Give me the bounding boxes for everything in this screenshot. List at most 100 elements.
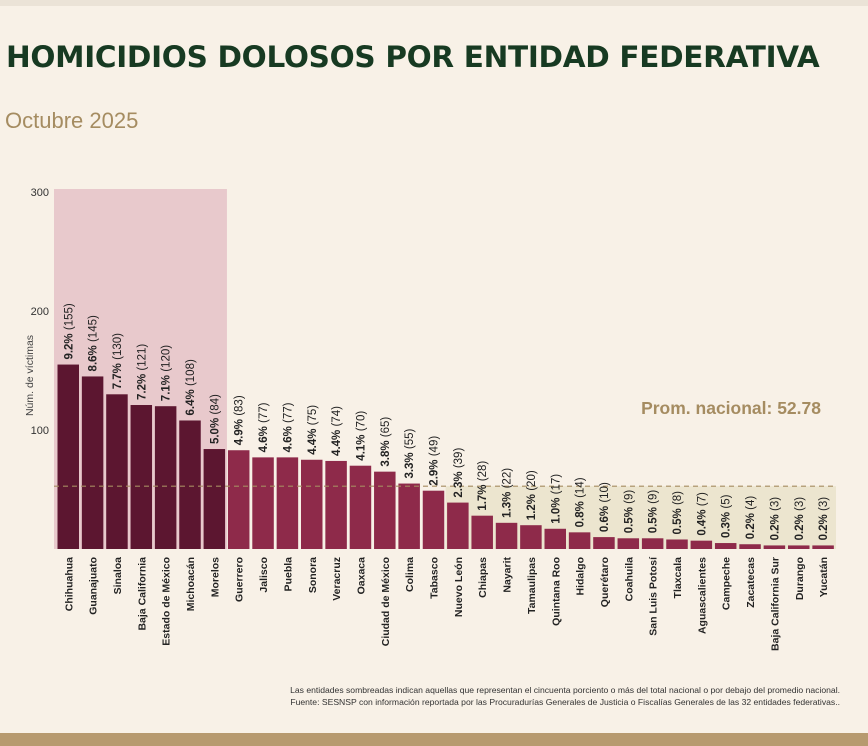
data-label-percent: 2.3% [453, 468, 465, 497]
category-label: Querétaro [599, 557, 611, 607]
data-label-count: (74) [331, 406, 343, 427]
category-label: Campeche [721, 557, 733, 610]
category-label: Quintana Roo [550, 557, 562, 626]
data-label: 0.8% (14) [575, 477, 587, 527]
data-label-percent: 0.5% [623, 504, 635, 533]
data-label: 4.6% (77) [258, 402, 270, 452]
category-label: Nuevo León [453, 557, 465, 617]
bar-san-luis-potosí [641, 538, 664, 549]
data-label-percent: 4.9% [234, 416, 246, 445]
y-tick-label: 200 [31, 306, 49, 318]
data-label-count: (70) [355, 411, 367, 432]
category-label: Tlaxcala [672, 557, 684, 599]
category-label: Guerrero [234, 557, 246, 602]
category-label: Hidalgo [575, 557, 587, 596]
data-label: 7.7% (130) [112, 333, 124, 389]
data-label: 3.3% (55) [404, 429, 416, 479]
bar-jalisco [252, 457, 274, 549]
data-label-count: (145) [88, 315, 100, 342]
data-label: 0.5% (9) [623, 490, 635, 534]
average-label: Prom. nacional: 52.78 [641, 398, 821, 418]
y-tick-label: 100 [31, 425, 49, 437]
category-label: Durango [794, 557, 806, 600]
category-label: Oaxaca [355, 557, 367, 595]
data-label-percent: 0.5% [672, 505, 684, 534]
category-label: Sinaloa [112, 557, 124, 595]
data-label-percent: 3.8% [380, 437, 392, 466]
data-label-count: (10) [599, 482, 611, 503]
data-label: 0.6% (10) [599, 482, 611, 532]
bar-nuevo-león [447, 502, 469, 549]
data-label-percent: 3.3% [404, 449, 416, 478]
category-label: Yucatán [818, 557, 830, 597]
category-label: Baja California Sur [769, 557, 781, 651]
data-label-count: (7) [696, 492, 708, 506]
average-line-group: Prom. nacional: 52.78 [54, 398, 836, 487]
bar-quintana-roo [544, 528, 566, 549]
bar-tamaulipas [520, 525, 542, 549]
data-label-percent: 7.2% [136, 371, 148, 400]
data-label: 4.1% (70) [355, 411, 367, 461]
category-label: Colima [404, 557, 416, 592]
category-label: Sonora [307, 557, 319, 593]
bar-guerrero [227, 450, 250, 549]
bar-sonora [301, 459, 323, 549]
page-title: HOMICIDIOS DOLOSOS POR ENTIDAD FEDERATIV… [6, 40, 820, 74]
bar-tlaxcala [666, 539, 688, 549]
data-label: 4.4% (75) [307, 405, 319, 455]
bar-baja-california-sur [763, 545, 786, 549]
bar-oaxaca [349, 465, 372, 549]
category-label: San Luis Potosí [648, 556, 660, 636]
data-label: 6.4% (108) [185, 359, 197, 415]
data-label-count: (83) [234, 395, 246, 416]
category-label: Zacatecas [745, 557, 757, 608]
category-label: Ciudad de México [380, 557, 392, 646]
bar-tabasco [422, 490, 445, 549]
top-rule [0, 0, 868, 6]
category-label: Tamaulipas [526, 557, 538, 614]
data-label: 0.3% (5) [721, 494, 733, 538]
data-label-percent: 0.5% [648, 504, 660, 533]
data-label: 7.2% (121) [136, 344, 148, 400]
data-label-count: (3) [794, 497, 806, 511]
y-axis-title: Núm. de víctimas [24, 335, 36, 416]
y-tick-label: 300 [31, 187, 49, 199]
bar-aguascalientes [690, 540, 713, 549]
bar-ciudad-de-méxico [374, 471, 396, 549]
data-labels: 9.2% (155) 8.6% (145) 7.7% (130) 7.2% (121)… [63, 303, 830, 540]
bar-campeche [714, 543, 737, 549]
data-label: 7.1% (120) [161, 345, 173, 401]
category-label: Guanajuato [88, 557, 100, 615]
data-label-count: (3) [818, 497, 830, 511]
category-label: Tabasco [429, 557, 441, 599]
data-label: 0.2% (3) [818, 497, 830, 541]
bar-hidalgo [568, 532, 591, 549]
data-label: 0.2% (3) [769, 497, 781, 541]
data-label-count: (77) [282, 402, 294, 423]
data-label: 2.3% (39) [453, 448, 465, 498]
data-label-count: (155) [63, 303, 75, 330]
bar-chart: 100 200 300 Núm. de víctimas Prom. nacional… [24, 187, 836, 651]
data-label-percent: 4.1% [355, 431, 367, 460]
data-label-count: (17) [550, 474, 562, 495]
data-label-percent: 5.0% [209, 415, 221, 444]
category-label: Puebla [282, 557, 294, 592]
data-label-percent: 0.4% [696, 506, 708, 535]
data-label-count: (75) [307, 405, 319, 426]
y-axis: 100 200 300 Núm. de víctimas [24, 187, 49, 437]
data-label-count: (5) [721, 494, 733, 508]
bar-guanajuato [81, 376, 104, 549]
data-label-percent: 6.4% [185, 386, 197, 415]
category-label: Jalisco [258, 557, 270, 593]
data-label: 9.2% (155) [63, 303, 75, 359]
data-label: 4.6% (77) [282, 402, 294, 452]
bar-zacatecas [739, 544, 761, 549]
data-label-count: (9) [623, 490, 635, 504]
category-label: Chiapas [477, 557, 489, 598]
bar-querétaro [593, 537, 615, 549]
data-label-percent: 0.8% [575, 498, 587, 527]
data-label-count: (84) [209, 394, 221, 415]
data-label: 0.5% (8) [672, 491, 684, 535]
data-label-percent: 0.2% [769, 511, 781, 540]
bar-sinaloa [106, 394, 128, 549]
